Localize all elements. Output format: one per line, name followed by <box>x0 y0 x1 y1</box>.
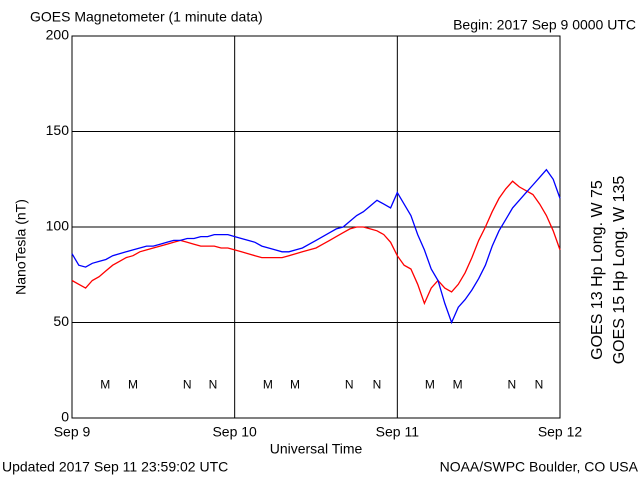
x-axis-label: Universal Time <box>270 441 363 457</box>
legend-entry: GOES 13 Hp Long. W 75 <box>589 180 606 360</box>
x-tick-label: Sep 12 <box>538 424 583 440</box>
annotation: M <box>453 378 463 392</box>
chart-subtitle: Begin: 2017 Sep 9 0000 UTC <box>453 17 636 33</box>
annotation: N <box>183 378 192 392</box>
annotation: N <box>209 378 218 392</box>
y-tick-label: 200 <box>46 27 70 43</box>
annotation: M <box>263 378 273 392</box>
y-tick-label: 0 <box>61 409 69 425</box>
x-tick-label: Sep 11 <box>376 424 420 440</box>
footer-right: NOAA/SWPC Boulder, CO USA <box>440 459 639 475</box>
x-tick-label: Sep 10 <box>212 424 257 440</box>
y-axis-label: NanoTesla (nT) <box>13 199 29 295</box>
annotation: N <box>345 378 354 392</box>
data-line <box>71 168 561 325</box>
annotation: M <box>290 378 300 392</box>
annotation: N <box>373 378 382 392</box>
annotation: N <box>535 378 544 392</box>
annotation: M <box>425 378 435 392</box>
annotation: N <box>508 378 517 392</box>
y-tick-label: 150 <box>46 122 70 138</box>
data-line <box>71 180 561 306</box>
legend-entry: GOES 15 Hp Long. W 135 <box>611 176 628 365</box>
footer-left: Updated 2017 Sep 11 23:59:02 UTC <box>2 459 228 475</box>
y-tick-label: 100 <box>46 218 70 234</box>
chart-title: GOES Magnetometer (1 minute data) <box>30 9 263 25</box>
x-tick-label: Sep 9 <box>54 424 91 440</box>
y-tick-label: 50 <box>53 313 69 329</box>
annotation: M <box>128 378 138 392</box>
annotation: M <box>100 378 110 392</box>
